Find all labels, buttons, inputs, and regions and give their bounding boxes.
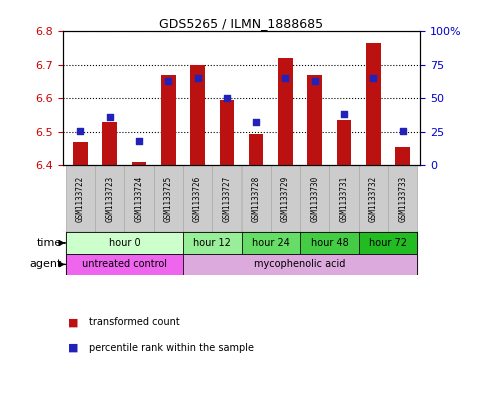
Text: GSM1133728: GSM1133728 xyxy=(252,176,261,222)
Bar xyxy=(300,165,329,232)
Bar xyxy=(359,165,388,232)
Bar xyxy=(102,122,117,165)
Bar xyxy=(183,232,242,253)
Text: GSM1133723: GSM1133723 xyxy=(105,176,114,222)
Text: GSM1133727: GSM1133727 xyxy=(222,176,231,222)
Text: GSM1133733: GSM1133733 xyxy=(398,176,407,222)
Bar xyxy=(212,165,242,232)
Text: GSM1133722: GSM1133722 xyxy=(76,176,85,222)
Text: GSM1133731: GSM1133731 xyxy=(340,176,349,222)
Bar xyxy=(66,232,183,253)
Bar xyxy=(249,134,263,165)
Point xyxy=(252,119,260,126)
Bar xyxy=(161,75,176,165)
Bar xyxy=(307,75,322,165)
Text: GSM1133729: GSM1133729 xyxy=(281,176,290,222)
Bar xyxy=(388,165,417,232)
Bar xyxy=(220,100,234,165)
Text: agent: agent xyxy=(30,259,62,269)
Text: transformed count: transformed count xyxy=(89,317,180,327)
Bar xyxy=(66,253,183,275)
Bar xyxy=(132,162,146,165)
Text: ■: ■ xyxy=(68,343,78,353)
Text: hour 12: hour 12 xyxy=(193,238,231,248)
Text: GSM1133725: GSM1133725 xyxy=(164,176,173,222)
Bar xyxy=(395,147,410,165)
Point xyxy=(399,127,407,134)
Point xyxy=(369,75,377,81)
Point xyxy=(282,75,289,81)
Text: time: time xyxy=(37,238,62,248)
Text: percentile rank within the sample: percentile rank within the sample xyxy=(89,343,255,353)
Point xyxy=(194,75,201,81)
Text: GSM1133730: GSM1133730 xyxy=(310,176,319,222)
Text: hour 48: hour 48 xyxy=(311,238,348,248)
Text: GSM1133724: GSM1133724 xyxy=(134,176,143,222)
Bar xyxy=(366,43,381,165)
Text: hour 72: hour 72 xyxy=(369,238,407,248)
Bar xyxy=(359,232,417,253)
Bar xyxy=(183,165,212,232)
Text: GSM1133732: GSM1133732 xyxy=(369,176,378,222)
Point xyxy=(135,138,143,144)
Text: GSM1133726: GSM1133726 xyxy=(193,176,202,222)
Bar xyxy=(183,253,417,275)
Title: GDS5265 / ILMN_1888685: GDS5265 / ILMN_1888685 xyxy=(159,17,324,30)
Text: ■: ■ xyxy=(68,317,78,327)
Bar xyxy=(329,165,359,232)
Point xyxy=(164,78,172,84)
Bar xyxy=(95,165,124,232)
Point xyxy=(311,78,319,84)
Point xyxy=(106,114,114,120)
Point xyxy=(76,127,84,134)
Text: untreated control: untreated control xyxy=(82,259,167,269)
Bar xyxy=(124,165,154,232)
Point xyxy=(340,111,348,118)
Bar xyxy=(271,165,300,232)
Text: hour 0: hour 0 xyxy=(109,238,140,248)
Bar xyxy=(242,165,271,232)
Bar xyxy=(278,58,293,165)
Text: hour 24: hour 24 xyxy=(252,238,290,248)
Bar xyxy=(242,232,300,253)
Text: mycophenolic acid: mycophenolic acid xyxy=(255,259,346,269)
Bar xyxy=(73,142,88,165)
Point xyxy=(223,95,231,101)
Bar xyxy=(66,165,95,232)
Bar xyxy=(154,165,183,232)
Bar xyxy=(190,65,205,165)
Bar xyxy=(300,232,359,253)
Bar xyxy=(337,120,351,165)
